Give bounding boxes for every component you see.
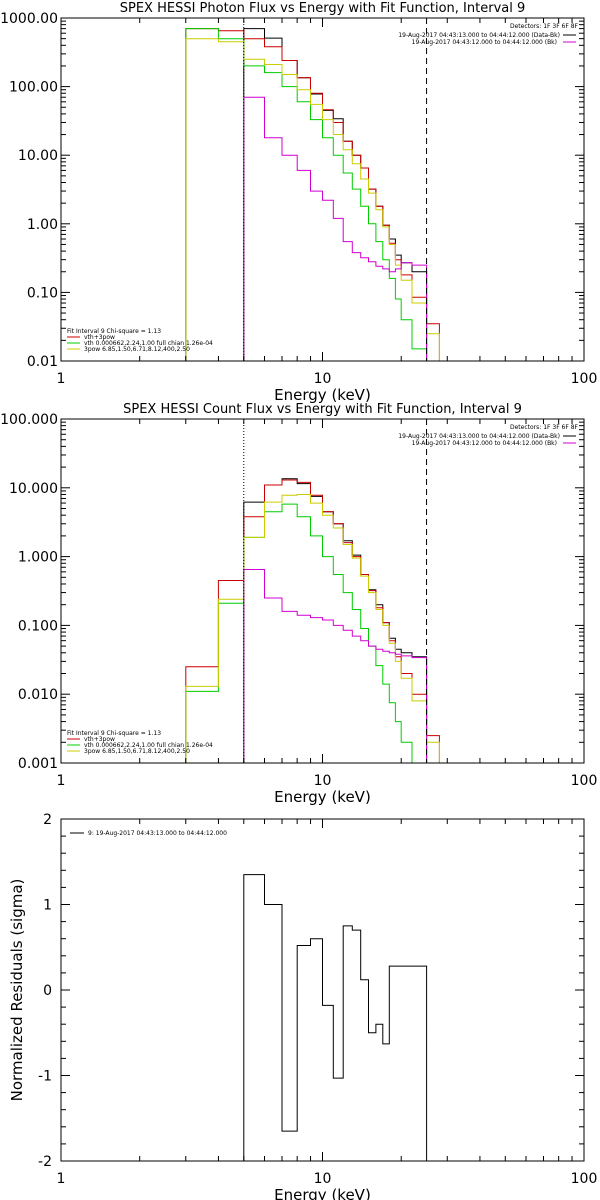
- fit-legend-text: 3pow 6.85,1.50,6.71,8.12,400,2.50: [84, 748, 190, 755]
- y-tick-label: -1: [38, 1069, 52, 1085]
- series-data-bk-line: [243, 478, 428, 763]
- y-tick-label: 0.10: [27, 285, 58, 301]
- series-group: [185, 478, 440, 763]
- y-tick-label: 0.100: [18, 618, 58, 634]
- y-tick-label: 0.01: [27, 354, 58, 370]
- x-tick-label: 10: [314, 1171, 332, 1187]
- x-tick-label: 100: [571, 773, 598, 789]
- legend-entry-text: 19-Aug-2017 04:43:12.000 to 04:44:12.000…: [412, 440, 557, 447]
- series-9-19-aug-2017-04-43-13-000-to-04-44-12-000-line: [243, 874, 428, 1161]
- y-tick-label: 100.00: [9, 80, 58, 96]
- count-flux-panel: 1 10 100 100.000 10.000 1.000 0.100 0.010 0.001 S…: [0, 402, 597, 806]
- x-axis-label: Energy (keV): [274, 386, 371, 404]
- series-group: [185, 28, 440, 361]
- plot-frame: [60, 17, 585, 362]
- fit-legend-text: vth 0.000662,2.24,1.00 full chian 1.26e-…: [84, 340, 213, 347]
- series-group: [243, 874, 428, 1161]
- x-tick-label: 1: [57, 773, 66, 789]
- fit-legend-text: Fit Interval 9 Chi-square = 1.13: [67, 328, 161, 335]
- legend-entry-text: 19-Aug-2017 04:43:12.000 to 04:44:12.000…: [412, 39, 557, 46]
- y-tick-label: 1.000: [18, 550, 58, 566]
- y-tick-label: 10.00: [18, 148, 58, 164]
- photon-flux-panel: 1 10 100 1000.00 100.00 10.00 1.00 0.10 0.01 SPEX…: [0, 1, 597, 404]
- series-3pow-line: [185, 494, 440, 763]
- y-tick-label: 0: [43, 983, 52, 999]
- fit-legend-text: vth+3pow: [84, 736, 115, 743]
- x-axis-label: Energy (keV): [274, 1186, 371, 1200]
- x-tick-label: 1: [57, 371, 66, 387]
- fit-legend-text: Fit Interval 9 Chi-square = 1.13: [67, 730, 161, 737]
- chart-title: SPEX HESSI Count Flux vs Energy with Fit…: [123, 402, 522, 417]
- plot-frame: [60, 418, 585, 764]
- y-tick-label: 0.001: [18, 756, 58, 772]
- chart-title: SPEX HESSI Photon Flux vs Energy with Fi…: [120, 1, 526, 16]
- y-tick-label: 2: [43, 812, 52, 828]
- y-tick-label: 10.000: [9, 481, 58, 497]
- fit-legend-text: vth+3pow: [84, 334, 115, 341]
- detectors-label: Detectors: 1F 3F 6F 8F: [510, 424, 579, 431]
- x-tick-label: 10: [314, 773, 332, 789]
- y-tick-label: 100.000: [0, 412, 58, 428]
- series-vth-3pow-line: [185, 28, 440, 361]
- y-tick-label: 1: [43, 898, 52, 914]
- series-vth-3pow-line: [185, 479, 440, 763]
- series-data-bk-line: [243, 28, 428, 361]
- series-bk-line: [243, 96, 428, 361]
- x-tick-label: 10: [314, 371, 332, 387]
- series-bk-line: [243, 569, 428, 763]
- y-axis-label: Normalized Residuals (sigma): [8, 879, 26, 1102]
- x-tick-label: 100: [571, 371, 598, 387]
- series-vth-line: [185, 28, 428, 361]
- series-vth-line: [185, 503, 427, 763]
- x-tick-label: 100: [571, 1171, 598, 1187]
- y-tick-label: 0.010: [18, 687, 58, 703]
- y-tick-label: -2: [38, 1154, 52, 1170]
- legend-entry-text: 19-Aug-2017 04:43:13.000 to 04:44:12.000…: [398, 32, 560, 39]
- y-tick-label: 1.00: [27, 217, 58, 233]
- fit-legend-text: 3pow 6.85,1.50,6.71,8.12,400,2.50: [84, 346, 190, 353]
- legend-entry-text: 19-Aug-2017 04:43:13.000 to 04:44:12.000…: [398, 433, 560, 440]
- legend-entry-text: 9: 19-Aug-2017 04:43:13.000 to 04:44:12.…: [88, 830, 227, 837]
- x-tick-label: 1: [57, 1171, 66, 1187]
- x-axis-label: Energy (keV): [274, 788, 371, 806]
- detectors-label: Detectors: 1F 3F 6F 8F: [510, 23, 579, 30]
- y-tick-label: 1000.00: [0, 11, 58, 27]
- fit-legend-text: vth 0.000662,2.24,1.00 full chian 1.26e-…: [84, 742, 213, 749]
